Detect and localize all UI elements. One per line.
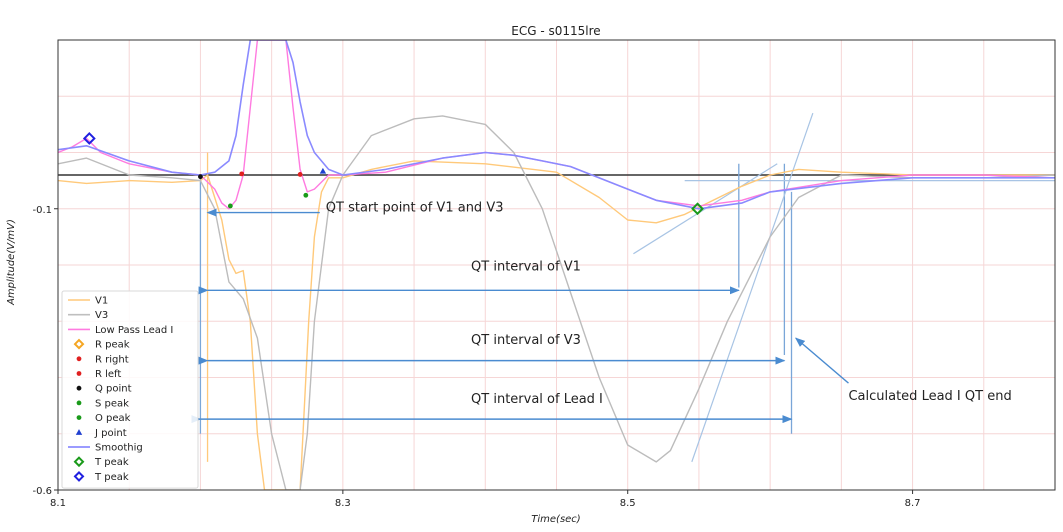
legend-entry-label: R peak	[95, 340, 130, 351]
x-tick-label: 8.3	[335, 498, 351, 509]
marker-t-peak	[691, 202, 704, 216]
marker-s-peak	[227, 203, 233, 209]
legend-entry-label: Low Pass Lead I	[95, 325, 173, 336]
legend-swatch-marker	[76, 415, 82, 420]
legend-entry-label: Q point	[95, 384, 132, 395]
series-line-smooth	[58, 40, 1055, 210]
chart-title: ECG - s0115lre	[511, 24, 600, 38]
x-tick-label: 8.7	[905, 498, 921, 509]
legend-swatch-marker	[76, 400, 82, 406]
marker-r-peak	[82, 132, 96, 145]
legend-entry-label: S peak	[95, 398, 129, 409]
legend-swatch-marker	[76, 385, 82, 391]
legend-swatch-marker	[73, 456, 85, 468]
x-tick-label: 8.1	[50, 498, 66, 509]
annotation-label: QT interval of V1	[471, 260, 581, 275]
legend-box	[61, 290, 199, 489]
tangent-line	[633, 163, 778, 255]
legend-swatch-marker	[75, 429, 83, 435]
axis-ticks: 8.1 8.3 8.5 8.7 -0.1 -0.6	[32, 205, 920, 509]
legend-swatch-marker	[73, 470, 85, 482]
y-tick-label: -0.6	[32, 486, 52, 497]
annotation-label: QT interval of V3	[471, 333, 581, 348]
annotation-label: QT interval of Lead I	[471, 392, 603, 407]
x-tick-label: 8.5	[620, 498, 636, 509]
legend-swatch-marker	[76, 371, 82, 376]
annotations: QT start point of V1 and V3 QT interval o…	[191, 201, 1012, 424]
annotation-pointer-arrow	[795, 337, 849, 384]
x-axis-label: Time(sec)	[531, 514, 580, 525]
annotation-label: Calculated Lead I QT end	[848, 389, 1011, 404]
legend-entry-label: V3	[95, 310, 108, 321]
marker-q-point	[198, 174, 203, 180]
legend-entry-label: T peak	[94, 472, 129, 483]
legend-entry-label: R left	[95, 369, 121, 380]
marker-r-right	[297, 172, 303, 177]
marker-r-left	[239, 171, 245, 177]
legend: V1 V3 Low Pass Lead I R peak R right R left Q …	[61, 290, 199, 489]
legend-entry-label: O peak	[95, 413, 131, 424]
legend-entry-label: J point	[94, 428, 127, 439]
legend-entry-label: V1	[95, 296, 108, 307]
series-lines	[58, 40, 1055, 490]
marker-points	[82, 132, 704, 216]
series-line-v1	[58, 160, 1055, 490]
plot-frame	[57, 39, 1056, 491]
marker-o-peak	[303, 192, 309, 198]
series-line-v3	[58, 115, 1055, 490]
y-tick-label: -0.1	[32, 205, 52, 216]
marker-j-point	[319, 167, 327, 174]
annotation-label: QT start point of V1 and V3	[326, 201, 504, 216]
legend-entry-label: R right	[95, 354, 129, 365]
legend-entry-label: T peak	[94, 457, 129, 468]
legend-swatch-marker	[76, 356, 82, 362]
y-axis-label: Amplitude(V/mV)	[6, 219, 17, 306]
legend-swatch-marker	[73, 338, 85, 350]
legend-entry-label: Smoothig	[95, 443, 143, 454]
